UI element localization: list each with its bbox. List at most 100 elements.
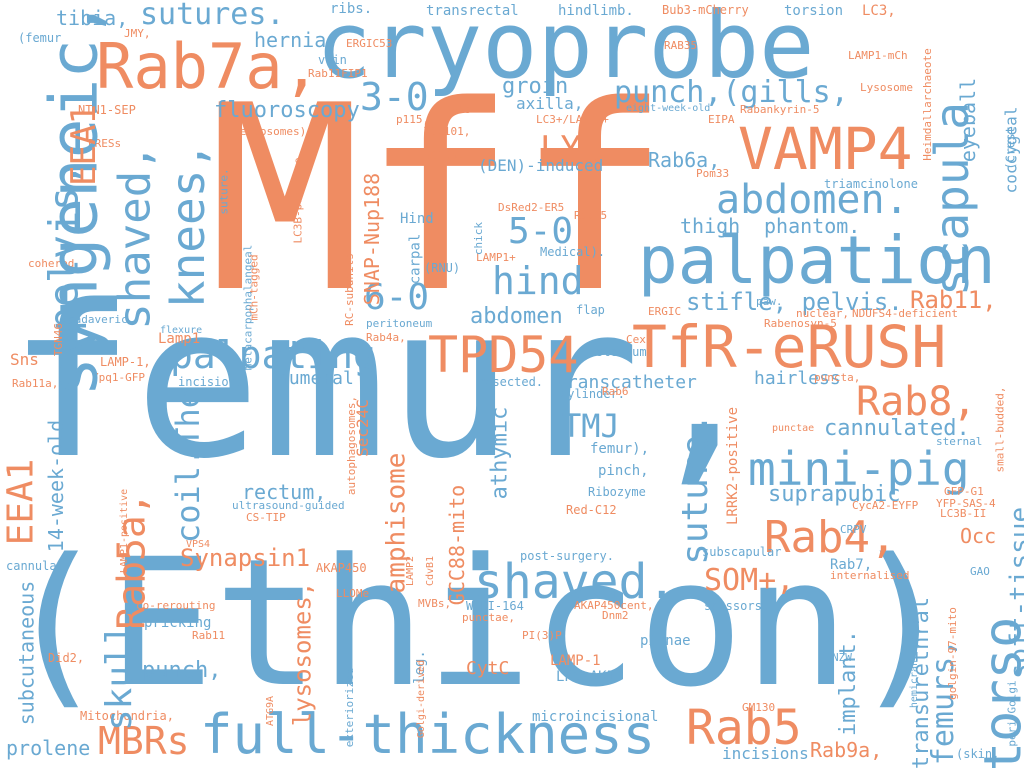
cloud-word: Occ [960, 524, 997, 548]
cloud-word: TPD54 [428, 326, 579, 384]
cloud-word: LC3+/LAMP1+ [536, 113, 609, 126]
cloud-word: Rab8, [856, 379, 977, 425]
cloud-word: CycA2-EYFP [852, 499, 919, 512]
cloud-word: torsion [784, 3, 844, 19]
cloud-word: humeral [278, 368, 354, 389]
cloud-word: TfR-eRUSH [632, 313, 947, 381]
cloud-word: hind [492, 259, 584, 303]
cloud-word: shaved, [109, 144, 161, 330]
cloud-word: sternum [596, 345, 647, 359]
cloud-word: TGN46 [52, 322, 66, 357]
cloud-word: GFP-G1 [944, 485, 984, 498]
cloud-word: Hind [400, 211, 434, 227]
cloud-word: eight-week-old [626, 103, 711, 114]
cloud-word: MVBs, [418, 597, 452, 610]
cloud-word: CS-TIP [246, 511, 286, 524]
cloud-word: hindlimb. [558, 3, 634, 19]
cloud-word: small-budded, [993, 386, 1007, 473]
cloud-word: flexure [160, 325, 203, 336]
cloud-word: GAO [970, 565, 990, 578]
cloud-word: Rab11FIP1 [308, 67, 368, 80]
cloud-word: prolene [6, 736, 91, 760]
cloud-word: Rab35 [574, 209, 608, 222]
cloud-word: lysosomes, [288, 581, 317, 727]
cloud-word: palpating [170, 333, 376, 377]
cloud-word: LC3B-positive [291, 157, 305, 244]
cloud-word: abdomen [470, 304, 563, 329]
cloud-word: Lysosome [860, 81, 913, 94]
cloud-word: CRPV [840, 523, 867, 536]
cloud-word: cannulated. [824, 416, 970, 441]
cloud-word: abdomen. [716, 177, 909, 223]
cloud-word: Rab5 [686, 700, 802, 756]
cloud-word: YFP-SAS-4 [936, 497, 996, 510]
cloud-word: Rab7a, [96, 30, 320, 103]
cloud-word: exteriorized [343, 667, 357, 748]
cloud-word: punctae, [462, 611, 515, 624]
cloud-word: Heimdallarchaeote [920, 48, 934, 161]
cloud-word: Rab11, [910, 286, 997, 314]
cloud-word: LLOMe [336, 587, 370, 600]
cloud-word: EEA1 [63, 104, 104, 186]
cloud-word: punch, [142, 658, 222, 683]
cloud-word: Ribozyme [588, 485, 646, 499]
cloud-word: Bub3-mCherry [662, 3, 749, 17]
cloud-word: Ypq1-GFP [92, 371, 145, 384]
cloud-word: LAMP-1, [100, 355, 151, 369]
cloud-word: flap [576, 303, 605, 317]
cloud-word: hairless [754, 368, 841, 389]
cloud-word: 14-week-old [44, 419, 69, 553]
cloud-word: suprapubic [768, 482, 901, 507]
cloud-word: Rabankyrin-5 [740, 103, 820, 116]
cloud-word: femur), [590, 441, 650, 457]
cloud-word: Synapsin1 [180, 544, 311, 572]
cloud-word: Did2, [48, 651, 85, 665]
cloud-word: phantom. [764, 214, 861, 238]
cloud-word: 5-0 [508, 211, 574, 252]
cloud-word: cryoprobe [316, 0, 815, 99]
cloud-word: pinnae [640, 633, 691, 649]
cloud-word: autophagosomes, [345, 395, 359, 496]
cloud-word: cannula. [6, 559, 64, 573]
cloud-word: Mitochondria, [80, 709, 174, 723]
cloud-word: Rab6a, [648, 148, 721, 172]
cloud-word: ATG9A [265, 695, 277, 727]
cloud-word: hemicraniectomy [909, 617, 921, 709]
cloud-word: Mff [208, 51, 671, 349]
cloud-word: golgin-97-mito [945, 607, 959, 700]
cloud-word: Sns [10, 350, 39, 369]
cloud-word: AKAP450 [316, 561, 367, 575]
cloud-word: ribs. [330, 1, 373, 17]
cloud-word: punctae [772, 423, 815, 434]
cloud-word: transcatheter [556, 372, 697, 393]
cloud-word: GCC88-mito [445, 484, 470, 606]
cloud-word: VPS4 [186, 539, 211, 550]
cloud-word: NDUFS4-deficient [852, 307, 958, 320]
cloud-word: (DEN)-induced [478, 156, 604, 175]
cloud-word: post-surgery. [520, 549, 614, 563]
cloud-word: LAMP1-positive [119, 488, 131, 574]
cloud-word: AKAP450cent, [574, 599, 654, 612]
cloud-word: sutures. [140, 0, 285, 32]
cloud-word: SNAP-Nup188 [360, 172, 385, 306]
cloud-word: JMY, [124, 27, 151, 40]
cloud-word: carpal [407, 233, 424, 285]
cloud-word: Cex1 [626, 333, 653, 346]
cloud-word: fluoroscopy [214, 98, 360, 123]
cloud-word: Rab4, [764, 512, 897, 563]
cloud-word: implant. [835, 630, 861, 736]
cloud-word: pelvis, [41, 162, 88, 332]
cloud-word: Rab4a, [366, 331, 406, 344]
cloud-word: LAMP2 [405, 555, 417, 587]
cloud-word: (RNU) [424, 261, 461, 275]
cloud-word: (Ethicon) [2, 521, 956, 726]
cloud-word: ERGIC [648, 305, 682, 318]
cloud-word: LAMP1-mCh [848, 49, 908, 62]
cloud-word: LYS [540, 129, 602, 169]
cloud-word: Golgi-derived [416, 659, 428, 739]
cloud-word: 6-0 [364, 277, 430, 318]
cloud-word: axilla, [516, 94, 584, 113]
cloud-word: Medical). [540, 245, 606, 259]
cloud-word: punch,(gills, [614, 75, 849, 110]
